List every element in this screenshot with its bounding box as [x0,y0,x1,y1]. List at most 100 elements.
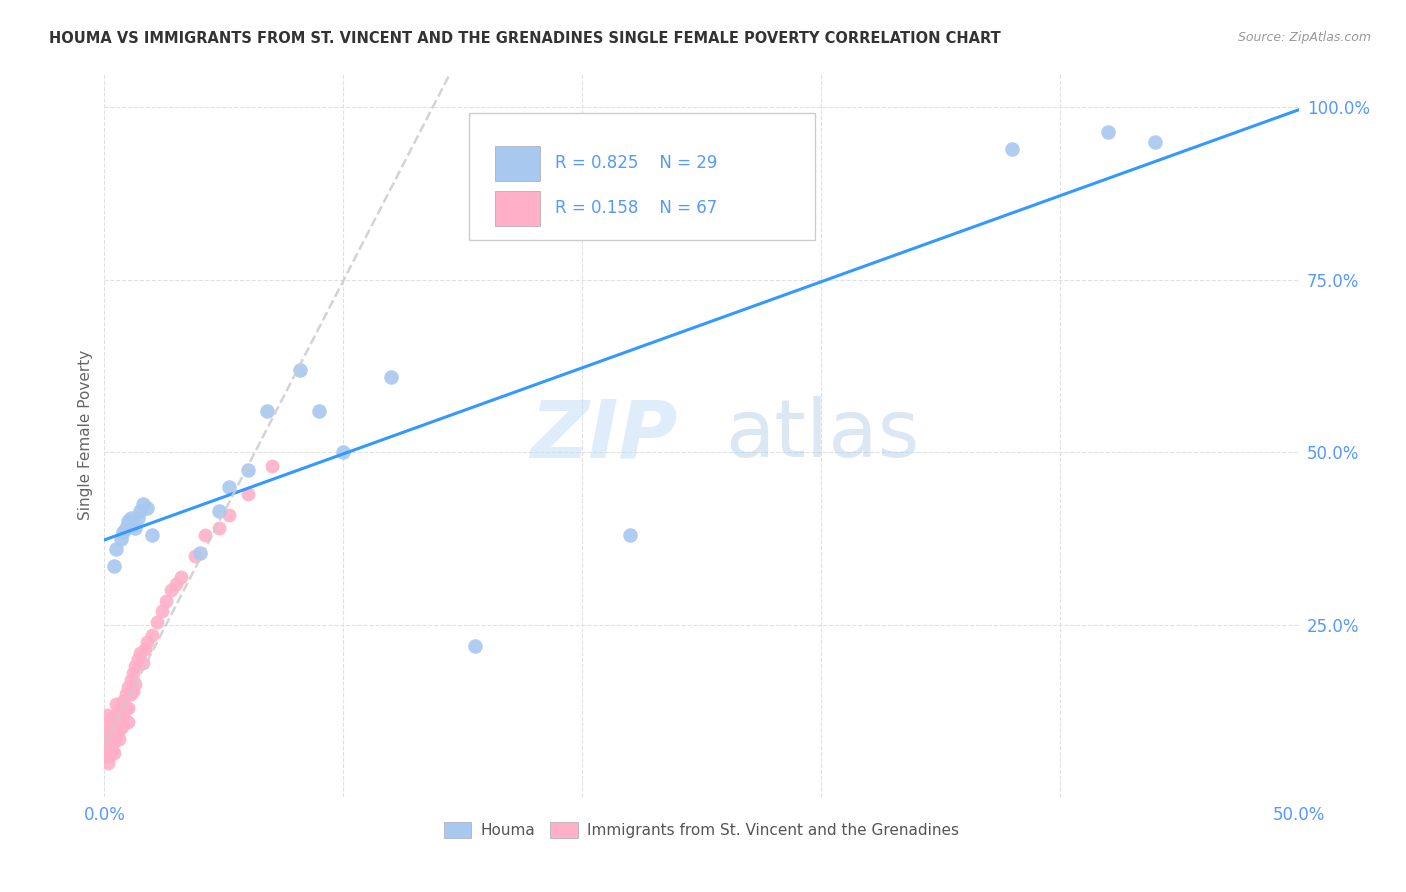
Point [100,711,122,725]
Point [155,594,177,608]
Bar [495,146,540,181]
Point [308,404,330,418]
Point [110,700,132,714]
Point [100,742,122,756]
Point [115,687,138,701]
Point [260,459,283,474]
Point [1144,135,1167,149]
Point [236,463,259,477]
Point [122,683,145,698]
Point [115,700,138,714]
Point [98,739,121,753]
Point [103,559,125,574]
Point [188,545,211,559]
Point [170,569,193,583]
Point [290,362,312,376]
Bar [495,191,540,226]
Point [127,511,149,525]
Point [105,698,128,712]
Point [1001,142,1024,156]
Point [96,707,118,722]
Point [131,497,153,511]
Point [117,680,139,694]
Point [160,583,183,598]
Point [110,532,132,546]
Point [141,628,163,642]
Point [124,659,146,673]
Point [105,728,128,742]
Point [100,731,122,746]
Point [120,687,142,701]
Point [208,521,231,535]
Text: atlas: atlas [725,396,920,475]
Point [208,504,231,518]
Point [115,521,138,535]
Point [134,642,156,657]
Legend: Houma, Immigrants from St. Vincent and the Grenadines: Houma, Immigrants from St. Vincent and t… [437,816,966,844]
Point [100,722,122,736]
Point [619,528,641,542]
Y-axis label: Single Female Poverty: Single Female Poverty [79,350,93,520]
Point [112,524,135,539]
Point [107,722,129,736]
Point [256,404,278,418]
Point [236,487,259,501]
Point [184,549,207,563]
Point [110,711,132,725]
Point [131,656,153,670]
Point [101,735,124,749]
Text: R = 0.825    N = 29: R = 0.825 N = 29 [554,153,717,172]
Point [127,652,149,666]
Point [165,576,187,591]
Point [94,749,117,764]
Point [94,735,117,749]
Point [464,639,486,653]
Point [124,676,146,690]
Point [380,369,402,384]
Point [117,700,139,714]
Point [108,711,131,725]
Point [97,756,120,770]
Point [107,731,129,746]
Point [98,749,121,764]
Point [218,508,240,522]
Point [332,445,354,459]
Point [103,714,125,729]
Point [112,707,135,722]
Point [112,718,135,732]
Point [105,707,128,722]
Point [150,604,173,618]
Text: Source: ZipAtlas.com: Source: ZipAtlas.com [1237,31,1371,45]
Point [120,511,142,525]
Point [122,666,145,681]
Point [117,515,139,529]
Point [129,504,152,518]
Point [96,725,118,739]
Point [110,722,132,736]
Point [194,528,217,542]
Point [103,735,125,749]
Point [129,646,152,660]
Point [146,615,169,629]
Point [103,746,125,760]
Point [104,707,127,722]
Point [122,517,145,532]
Point [105,542,128,557]
Point [98,728,121,742]
Point [103,725,125,739]
Point [117,714,139,729]
Text: ZIP: ZIP [530,396,678,475]
Point [218,480,240,494]
Point [136,500,159,515]
Text: HOUMA VS IMMIGRANTS FROM ST. VINCENT AND THE GRENADINES SINGLE FEMALE POVERTY CO: HOUMA VS IMMIGRANTS FROM ST. VINCENT AND… [49,31,1001,46]
Point [141,528,163,542]
Point [117,517,139,532]
Point [98,746,121,760]
Point [136,635,159,649]
Point [120,673,142,688]
Text: R = 0.158    N = 67: R = 0.158 N = 67 [554,199,717,217]
Point [107,714,129,729]
Point [105,718,128,732]
Point [107,707,129,722]
Point [97,735,120,749]
